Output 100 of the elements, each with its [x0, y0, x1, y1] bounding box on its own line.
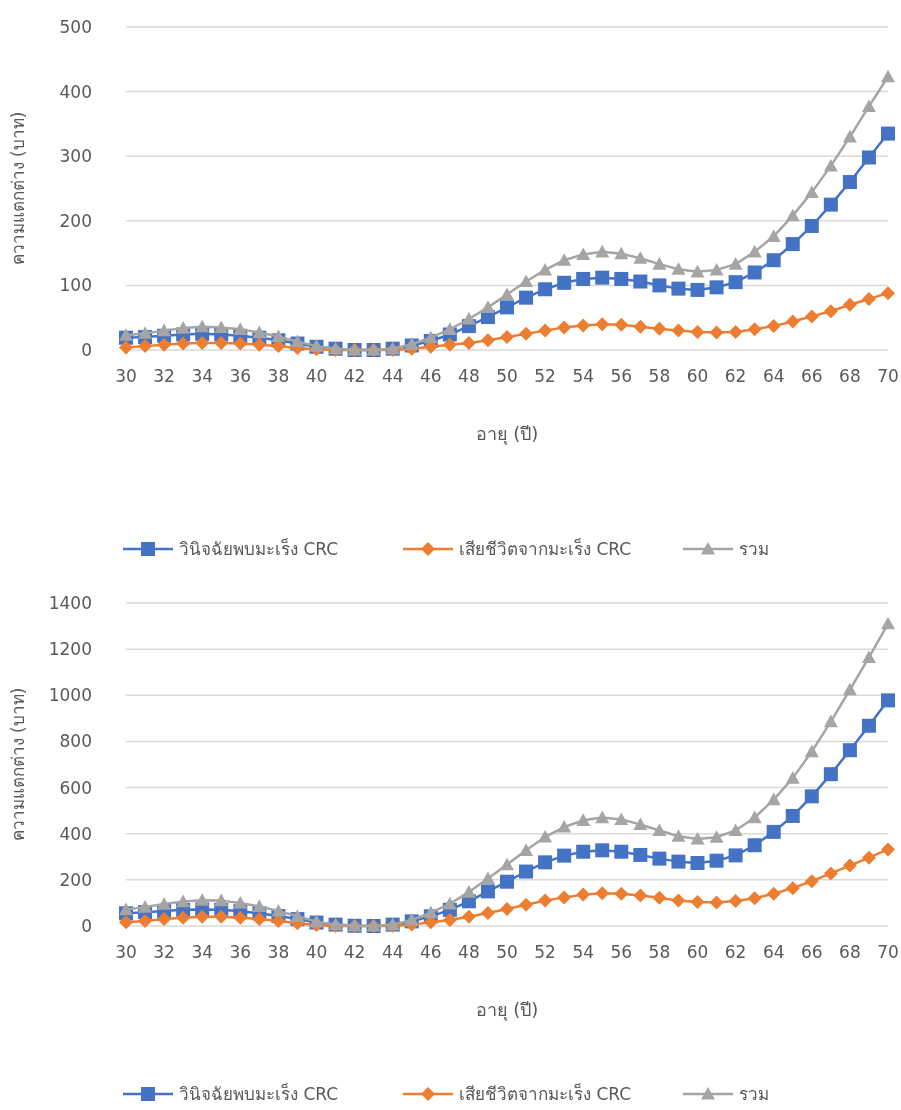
point [271, 904, 286, 917]
x-tick-label: 52 [534, 366, 556, 386]
point [785, 208, 800, 222]
point [157, 912, 172, 927]
x-tick-label: 60 [686, 366, 709, 386]
point [576, 844, 591, 859]
point [861, 150, 876, 165]
point [804, 744, 819, 758]
point [480, 871, 495, 885]
x-tick-label: 56 [610, 366, 633, 386]
point [823, 866, 838, 881]
point [728, 823, 743, 837]
x-tick-label: 34 [191, 942, 214, 962]
x-tick-label: 36 [229, 942, 252, 962]
point [614, 317, 629, 332]
point [595, 244, 610, 258]
point [766, 253, 781, 268]
point [557, 848, 572, 863]
x-tick-label: 44 [381, 366, 404, 386]
point [728, 257, 743, 270]
y-tick-label: 400 [59, 823, 92, 844]
point [614, 812, 629, 826]
point [538, 893, 553, 908]
y-tick-label: 300 [59, 146, 92, 167]
point [195, 893, 210, 906]
point [766, 229, 781, 242]
point [214, 909, 229, 924]
x-tick-label: 30 [115, 942, 137, 962]
point [519, 897, 534, 912]
point [557, 253, 572, 266]
point [785, 314, 800, 329]
point [804, 789, 819, 804]
point [823, 304, 838, 319]
x-tick-label: 42 [343, 942, 366, 962]
point [138, 913, 153, 928]
y-tick-label: 200 [59, 210, 92, 231]
point [785, 881, 800, 896]
y-tick-label: 100 [59, 275, 92, 296]
point [119, 340, 133, 355]
point [823, 158, 838, 172]
point [442, 896, 457, 910]
point [747, 810, 762, 824]
point [442, 337, 457, 352]
x-tick-label: 44 [381, 942, 404, 962]
point [633, 817, 648, 831]
point [138, 339, 153, 354]
y-tick-label: 500 [59, 16, 92, 37]
point [480, 333, 495, 348]
point [500, 287, 514, 301]
point [576, 318, 591, 333]
legend-label: รวม [739, 1083, 769, 1104]
point [881, 616, 895, 630]
point [690, 895, 705, 910]
point [881, 693, 895, 708]
point [157, 323, 172, 337]
point [747, 838, 762, 853]
x-tick-label: 32 [153, 366, 175, 386]
y-tick-label: 200 [59, 869, 92, 890]
point [652, 278, 667, 293]
point [538, 829, 553, 843]
point [538, 262, 553, 276]
point [881, 126, 895, 141]
point [633, 274, 648, 289]
point [233, 895, 248, 909]
point [747, 322, 762, 337]
point [576, 813, 591, 826]
point [252, 325, 267, 339]
x-tick-label: 32 [153, 942, 175, 962]
point [176, 894, 191, 908]
point [595, 270, 610, 285]
point [766, 886, 781, 901]
point [804, 874, 819, 889]
point [671, 829, 686, 842]
point [557, 275, 572, 290]
x-tick-label: 38 [267, 942, 290, 962]
point [766, 792, 781, 806]
x-tick-label: 30 [115, 366, 137, 386]
point [480, 300, 495, 313]
point [823, 767, 838, 782]
point [766, 319, 781, 334]
x-tick-label: 46 [419, 942, 442, 962]
point [652, 823, 667, 837]
x-tick-label: 42 [343, 366, 366, 386]
point [519, 274, 534, 288]
point [652, 890, 667, 905]
point [538, 855, 553, 870]
point [861, 291, 876, 306]
x-tick-label: 34 [191, 366, 214, 386]
point [671, 281, 686, 296]
x-tick-label: 64 [762, 942, 785, 962]
point [690, 832, 705, 845]
x-tick-label: 48 [458, 366, 480, 386]
point [576, 887, 591, 902]
point [861, 718, 876, 733]
point [519, 290, 534, 305]
point [576, 247, 591, 260]
x-tick-label: 46 [419, 366, 442, 386]
point [652, 851, 667, 866]
point [500, 300, 514, 315]
point [461, 311, 476, 325]
